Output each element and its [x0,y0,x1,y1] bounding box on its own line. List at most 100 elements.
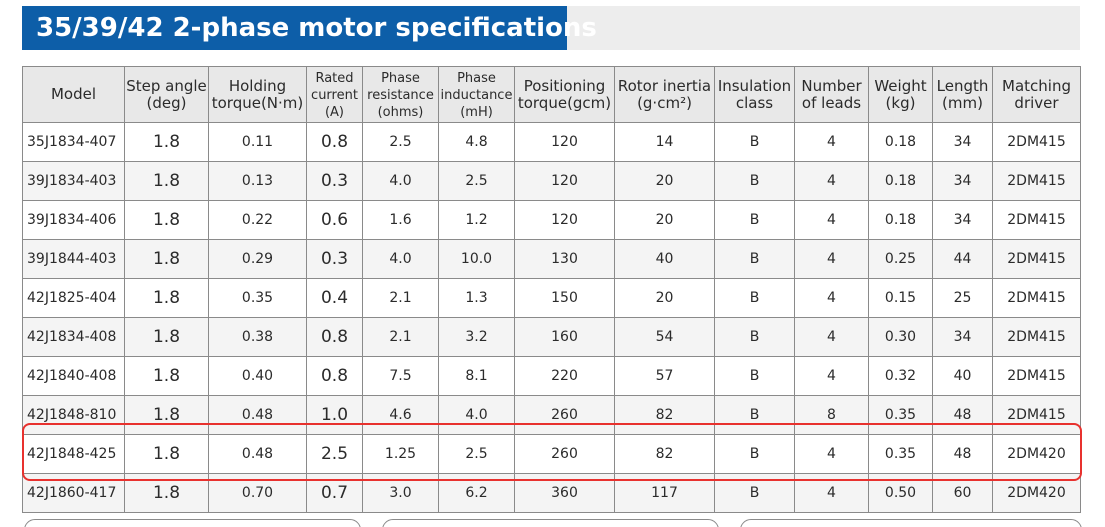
table-cell: B [714,434,795,474]
table-cell: 40 [932,356,993,396]
table-row: 39J1834-406 1.8 0.22 0.6 1.6 1.2 120 20 B 4 0.18 34… [22,200,1081,240]
table-cell: 0.18 [868,122,933,162]
table-cell: 1.8 [124,473,209,513]
column-header-line: Positioning [523,76,606,95]
table-cell: 35J1834-407 [22,122,125,162]
footer-tab-3[interactable] [740,519,1082,527]
table-cell: 2.5 [438,161,515,201]
page-title: 35/39/42 2-phase motor specifications [36,13,597,43]
table-cell: 4.0 [438,395,515,435]
table-cell: 117 [614,473,715,513]
table-cell: 0.35 [868,395,933,435]
table-cell: 0.7 [306,473,363,513]
table-cell: 220 [514,356,615,396]
table-cell: 8.1 [438,356,515,396]
table-cell: 1.2 [438,200,515,240]
table-cell: 360 [514,473,615,513]
table-header: Model Step angle (deg) Holding torque(N·m) Ra… [22,66,1081,123]
column-header-line: Step angle [126,76,207,95]
table-cell: 54 [614,317,715,357]
table-cell: 2DM415 [992,161,1081,201]
column-header: Length (mm) [932,66,993,123]
column-header-line: class [735,93,774,112]
footer-tab-2[interactable] [382,519,719,527]
table-cell: 0.35 [868,434,933,474]
table-cell: 4 [794,200,869,240]
table-cell: 2.5 [438,434,515,474]
column-header-line: (ohms) [377,104,424,120]
table-cell: 0.4 [306,278,363,318]
table-cell: 34 [932,161,993,201]
table-row: 39J1834-403 1.8 0.13 0.3 4.0 2.5 120 20 B 4 0.18 34… [22,161,1081,201]
table-cell: 42J1848-810 [22,395,125,435]
table-row: 42J1825-404 1.8 0.35 0.4 2.1 1.3 150 20 B 4 0.15 25… [22,278,1081,318]
table-cell: B [714,200,795,240]
table-cell: 4.6 [362,395,439,435]
column-header: Rotor inertia (g·cm²) [614,66,715,123]
column-header-line: (mH) [460,104,493,120]
table-cell: B [714,356,795,396]
table-cell: 4 [794,122,869,162]
footer-tab-1[interactable] [24,519,361,527]
column-header: Insulation class [714,66,795,123]
spec-table: Model Step angle (deg) Holding torque(N·m) Ra… [22,66,1081,513]
column-header: Matching driver [992,66,1081,123]
table-cell: 2DM415 [992,200,1081,240]
table-cell: 0.25 [868,239,933,279]
table-cell: 0.40 [208,356,307,396]
table-cell: 0.3 [306,239,363,279]
column-header-line: current [311,88,358,104]
column-header-line: (deg) [146,93,187,112]
table-cell: 39J1834-403 [22,161,125,201]
table-cell: B [714,161,795,201]
table-cell: B [714,395,795,435]
column-header-line: Weight [874,76,927,95]
column-header-line: (g·cm²) [637,93,692,112]
table-cell: 1.8 [124,161,209,201]
column-header-line: Matching [1002,76,1071,95]
table-cell: 48 [932,434,993,474]
column-header: Phase inductance (mH) [438,66,515,123]
table-cell: 57 [614,356,715,396]
table-cell: 1.0 [306,395,363,435]
table-cell: 0.30 [868,317,933,357]
table-cell: 39J1844-403 [22,239,125,279]
table-row: 42J1848-425 1.8 0.48 2.5 1.25 2.5 260 82 B 4 0.35 4… [22,434,1081,474]
table-cell: 160 [514,317,615,357]
table-cell: 130 [514,239,615,279]
table-cell: 1.8 [124,356,209,396]
table-cell: 2.5 [362,122,439,162]
table-cell: 0.32 [868,356,933,396]
table-cell: 25 [932,278,993,318]
table-row: 35J1834-407 1.8 0.11 0.8 2.5 4.8 120 14 B 4 0.18 34… [22,122,1081,162]
table-cell: 0.11 [208,122,307,162]
table-cell: 2DM415 [992,239,1081,279]
table-cell: 10.0 [438,239,515,279]
table-cell: 2DM415 [992,395,1081,435]
title-bar: 35/39/42 2-phase motor specifications [22,6,1080,50]
table-cell: 42J1825-404 [22,278,125,318]
table-cell: 2DM415 [992,278,1081,318]
table-cell: B [714,473,795,513]
column-header-line: Rotor inertia [617,76,712,95]
table-cell: 0.35 [208,278,307,318]
table-cell: 42J1848-425 [22,434,125,474]
table-cell: 7.5 [362,356,439,396]
table-cell: 20 [614,278,715,318]
table-cell: 1.8 [124,122,209,162]
table-cell: 1.8 [124,200,209,240]
column-header-line: Length [936,76,989,95]
table-cell: 4 [794,434,869,474]
table-cell: 1.8 [124,278,209,318]
column-header: Weight (kg) [868,66,933,123]
table-cell: 39J1834-406 [22,200,125,240]
table-cell: 4.8 [438,122,515,162]
column-header-line: torque(N·m) [211,93,304,112]
table-cell: 2.1 [362,317,439,357]
title-box: 35/39/42 2-phase motor specifications [22,6,597,50]
header-row: Model Step angle (deg) Holding torque(N·m) Ra… [22,66,1081,123]
table-cell: B [714,317,795,357]
table-row: 42J1860-417 1.8 0.70 0.7 3.0 6.2 360 117 B 4 0.50 6… [22,473,1081,513]
table-cell: 1.8 [124,434,209,474]
table-cell: 4 [794,473,869,513]
